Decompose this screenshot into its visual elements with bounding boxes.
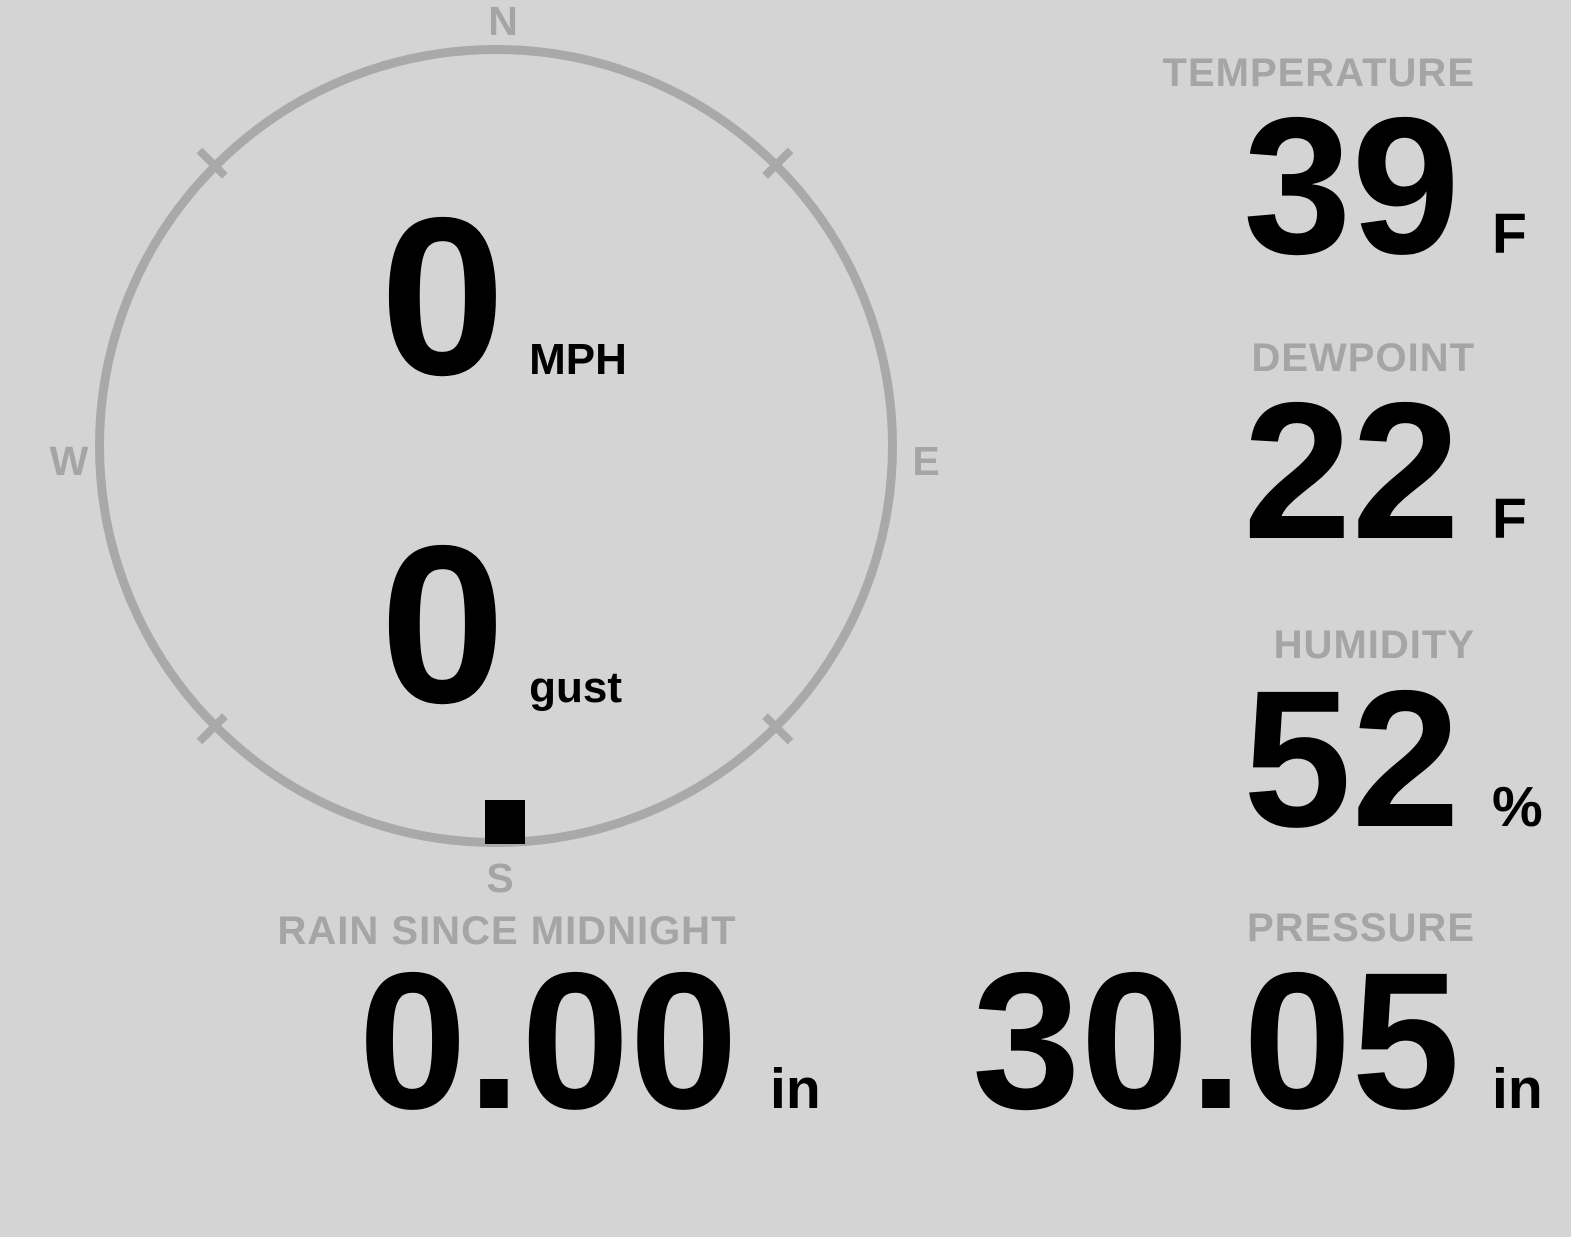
humidity-readout: 52 %: [1243, 662, 1571, 857]
wind-speed-value: 0: [380, 170, 506, 422]
rain-readout: 0.00 in: [358, 944, 850, 1139]
rain-unit: in: [770, 1057, 821, 1121]
rain-label: RAIN SINCE MIDNIGHT: [277, 909, 737, 953]
temperature-label: TEMPERATURE: [1162, 51, 1475, 95]
wind-gust-value: 0: [380, 498, 506, 750]
cardinal-south-label: S: [486, 855, 514, 901]
humidity-label: HUMIDITY: [1273, 623, 1475, 667]
wind-gust-readout: 0 gust: [380, 512, 622, 737]
rain-value: 0.00: [358, 932, 738, 1150]
dewpoint-label: DEWPOINT: [1251, 336, 1475, 380]
pressure-unit: in: [1492, 1057, 1543, 1121]
dewpoint-value: 22: [1243, 362, 1460, 580]
humidity-unit: %: [1492, 775, 1543, 839]
temperature-value: 39: [1243, 77, 1460, 295]
cardinal-east-label: E: [912, 438, 940, 484]
wind-speed-readout: 0 MPH: [380, 184, 627, 409]
humidity-value: 52: [1243, 650, 1460, 868]
wind-gust-unit: gust: [529, 663, 623, 712]
pressure-readout: 30.05 in: [972, 944, 1571, 1139]
pressure-value: 30.05: [972, 932, 1460, 1150]
dewpoint-unit: F: [1492, 487, 1527, 551]
cardinal-north-label: N: [488, 0, 518, 44]
pressure-label: PRESSURE: [1246, 906, 1475, 950]
dewpoint-readout: 22 F: [1243, 374, 1571, 569]
cardinal-west-label: W: [49, 438, 89, 484]
temperature-readout: 39 F: [1243, 89, 1571, 284]
wind-speed-unit: MPH: [529, 335, 627, 384]
wind-direction-marker-icon: [485, 800, 525, 844]
temperature-unit: F: [1492, 202, 1527, 266]
